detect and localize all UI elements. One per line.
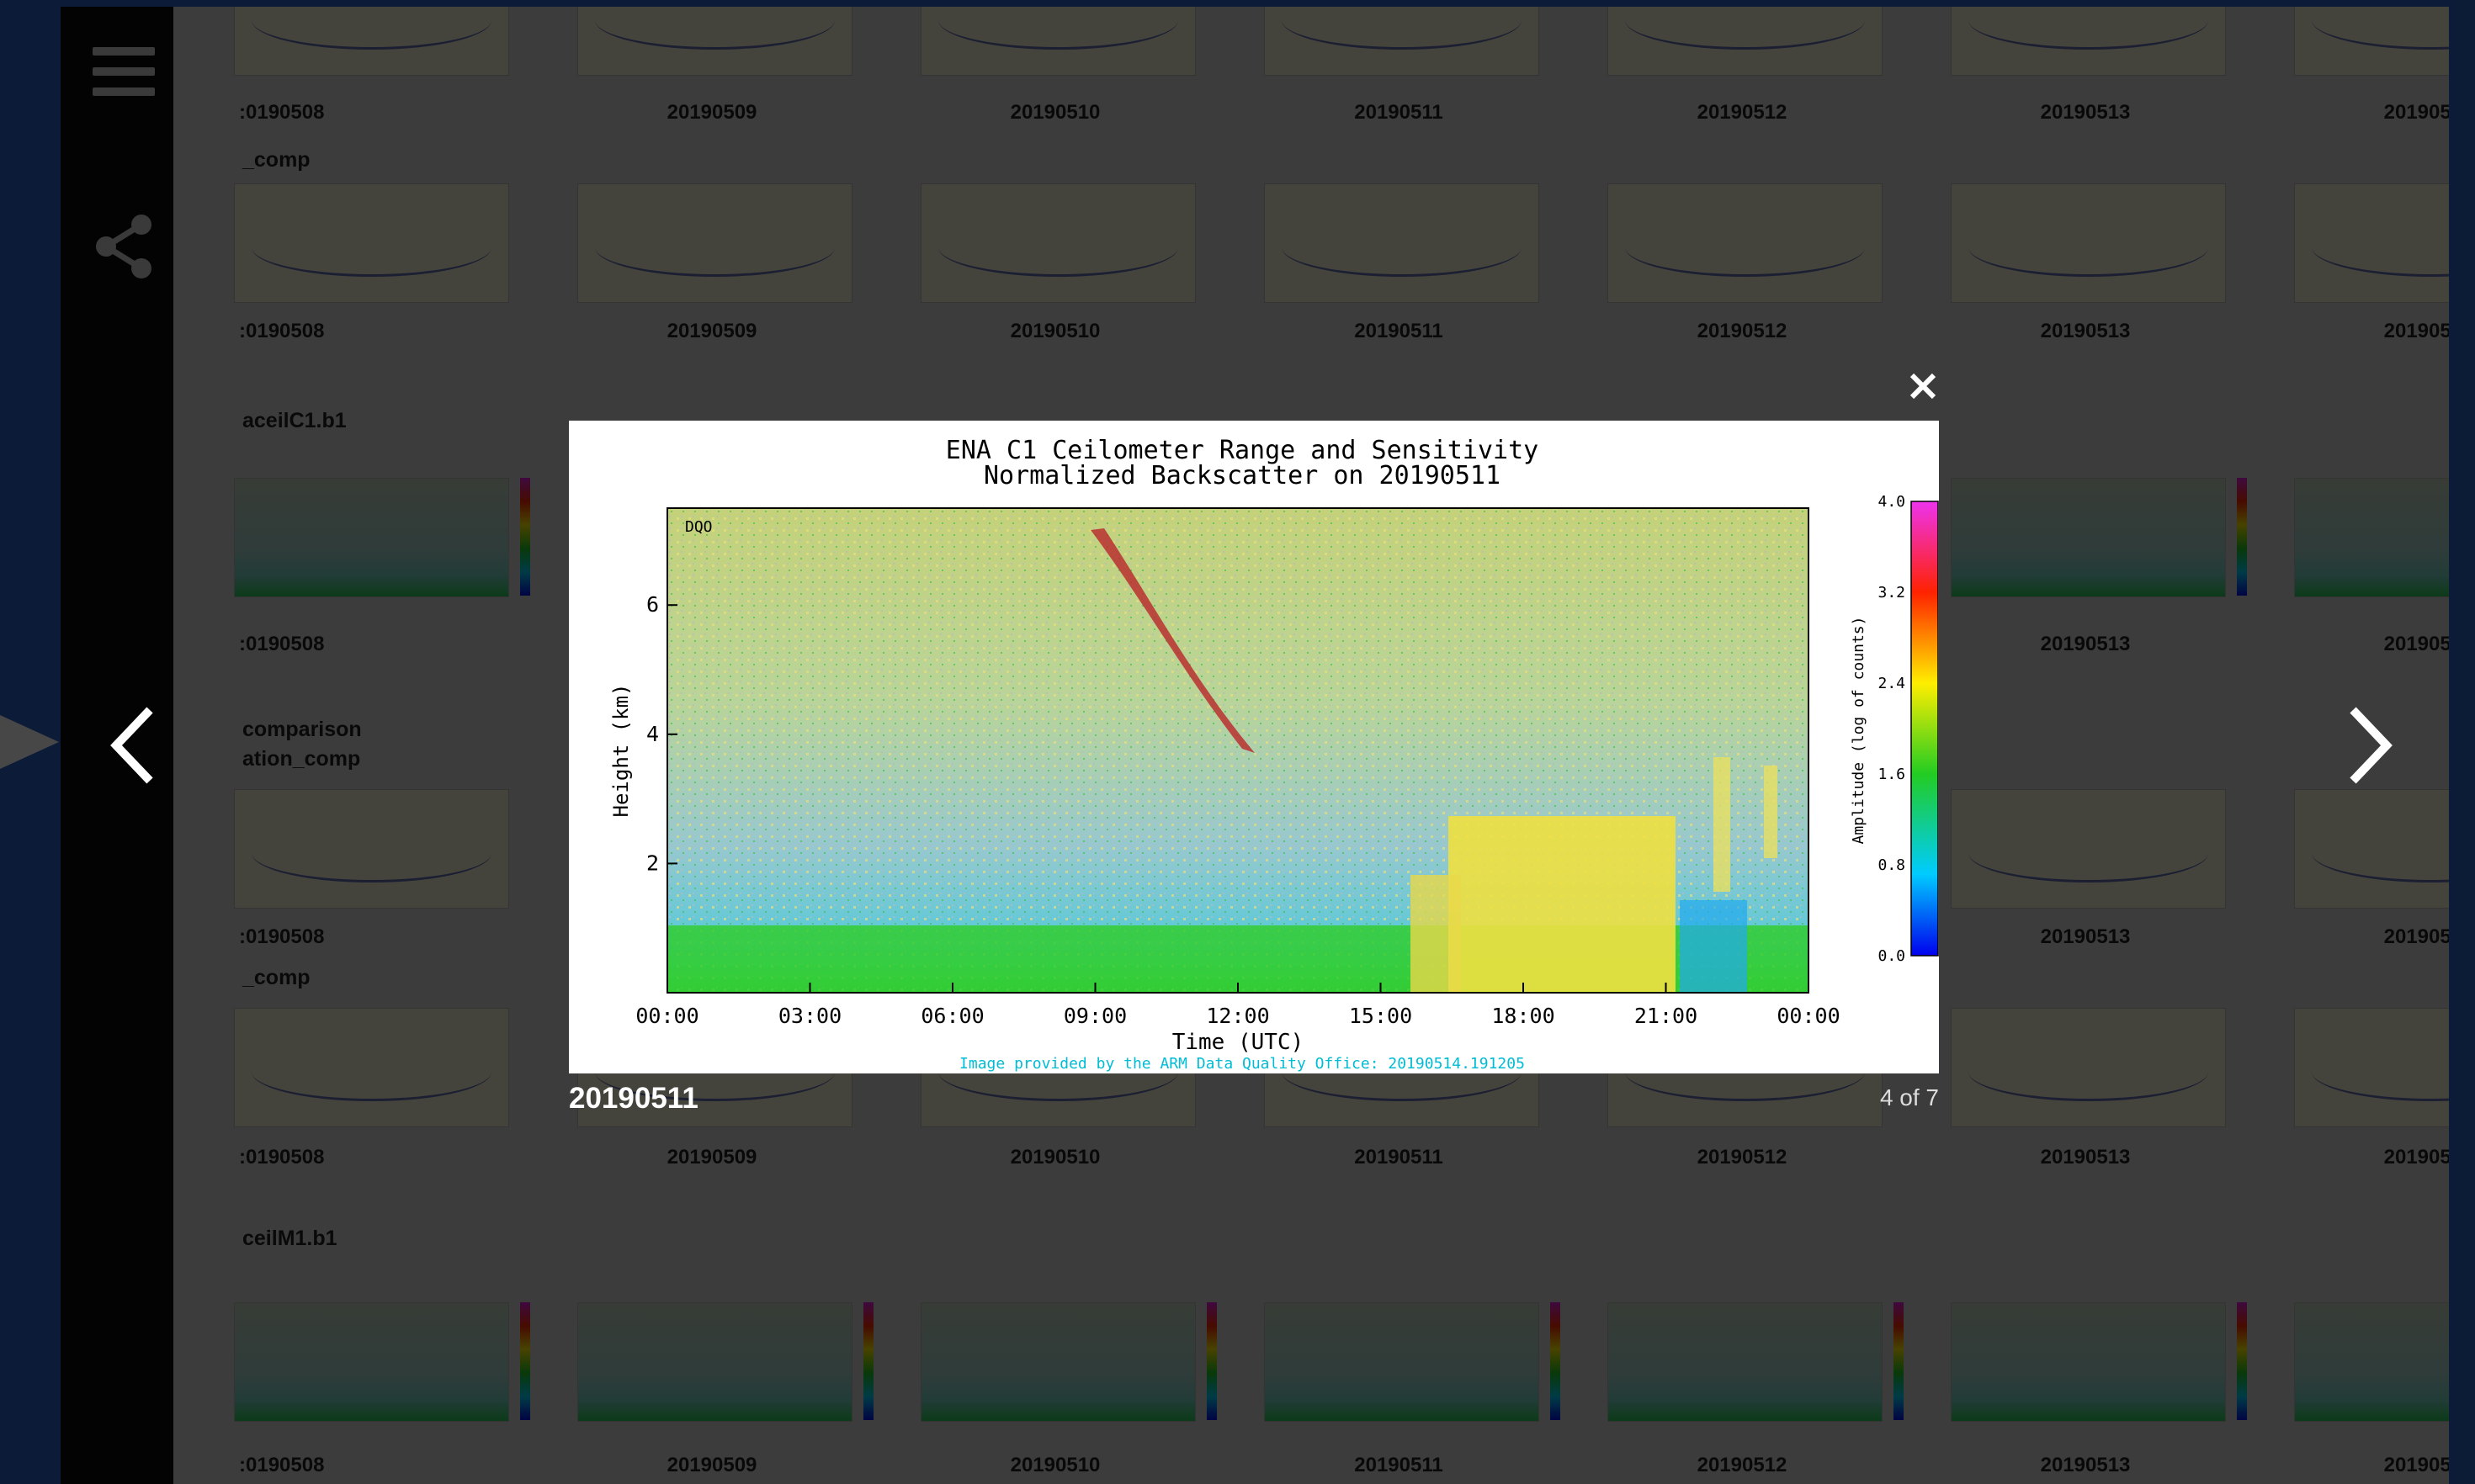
close-icon — [1909, 373, 1936, 400]
x-tick-label: 00:00 — [635, 1004, 698, 1028]
colorbar — [1910, 501, 1939, 957]
lightbox-image: ENA C1 Ceilometer Range and Sensitivity … — [569, 421, 1939, 1073]
colorbar-tick-label: 4.0 — [1877, 493, 1905, 511]
next-image-button[interactable] — [2345, 705, 2395, 790]
close-button[interactable] — [1904, 367, 1942, 405]
y-tick-label: 2 — [646, 851, 659, 875]
x-tick-label: 09:00 — [1064, 1004, 1127, 1028]
image-credit: Image provided by the ARM Data Quality O… — [959, 1055, 1525, 1073]
colorbar-tick-label: 1.6 — [1877, 766, 1905, 783]
x-tick-label: 18:00 — [1491, 1004, 1554, 1028]
chevron-left-icon — [110, 707, 153, 784]
image-counter: 4 of 7 — [1879, 1084, 1939, 1110]
y-axis-label: Height (km) — [609, 684, 633, 818]
plot-title-line2: Normalized Backscatter on 20190511 — [984, 461, 1500, 490]
colorbar-tick-label: 0.8 — [1877, 856, 1905, 874]
x-tick-label: 00:00 — [1777, 1004, 1840, 1028]
x-tick-label: 21:00 — [1634, 1004, 1697, 1028]
y-tick-label: 6 — [646, 592, 659, 617]
image-caption: 20190511 — [569, 1082, 698, 1115]
plot-title-line1: ENA C1 Ceilometer Range and Sensitivity — [946, 436, 1538, 465]
colorbar-tick-label: 2.4 — [1877, 675, 1905, 692]
colorbar-tick-label: 3.2 — [1877, 584, 1905, 602]
colorbar-tick-label: 0.0 — [1877, 947, 1905, 965]
qc-flag-label: DQO — [685, 518, 713, 536]
previous-image-button[interactable] — [108, 705, 158, 790]
ceilometer-plot: ENA C1 Ceilometer Range and Sensitivity … — [609, 436, 1939, 1073]
chevron-right-icon — [2350, 707, 2393, 784]
x-tick-label: 06:00 — [921, 1004, 984, 1028]
heatmap-area — [667, 507, 1809, 994]
x-tick-label: 15:00 — [1349, 1004, 1412, 1028]
x-tick-label: 03:00 — [778, 1004, 842, 1028]
colorbar-label: Amplitude (log of counts) — [1850, 617, 1867, 845]
y-tick-label: 4 — [646, 722, 659, 746]
x-tick-label: 12:00 — [1206, 1004, 1269, 1028]
x-axis-label: Time (UTC) — [1172, 1030, 1304, 1055]
